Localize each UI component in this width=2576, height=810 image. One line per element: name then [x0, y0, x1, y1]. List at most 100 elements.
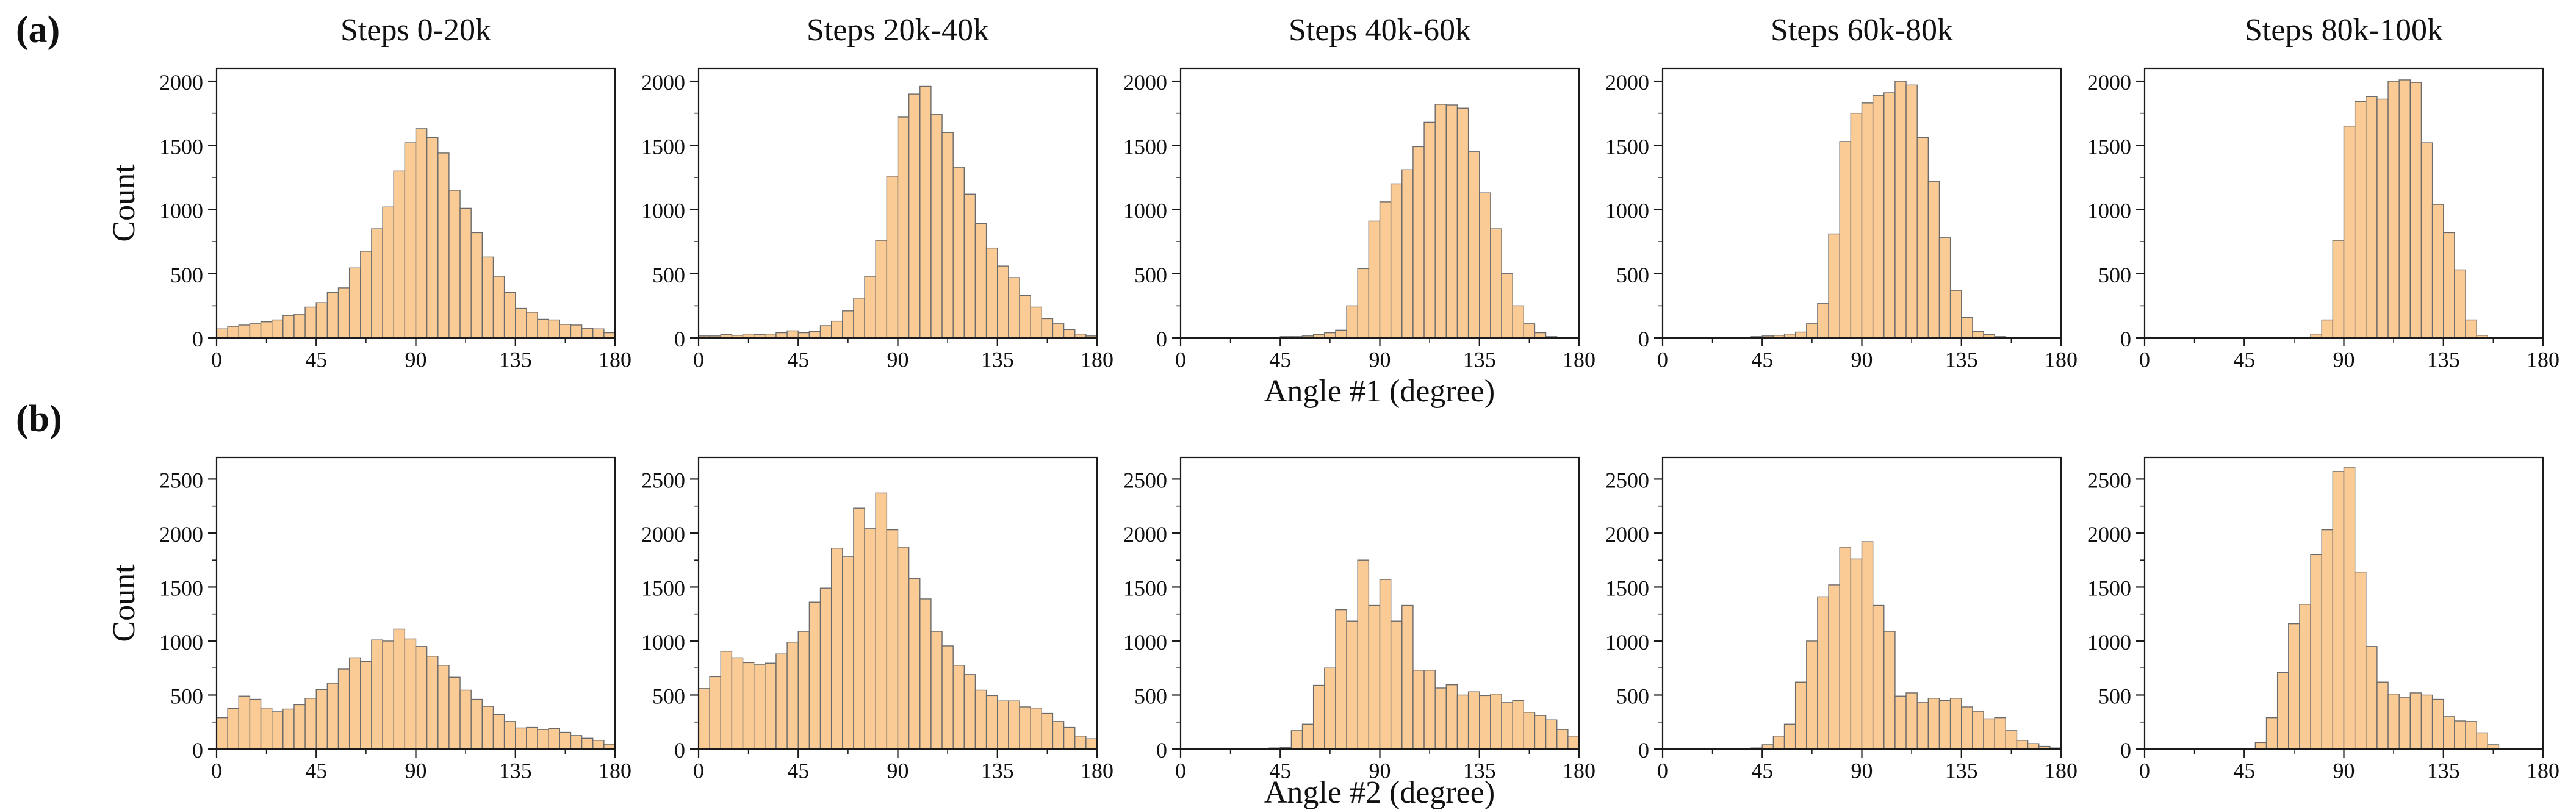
- histogram-bar: [526, 726, 538, 750]
- histogram-bar: [2343, 126, 2356, 339]
- x-tick-label: 135: [1945, 348, 1978, 372]
- histogram-bar: [492, 276, 505, 339]
- histogram-panel-a-5: 0 45 90 135 180 0 500 1000 1500 2000 Steps 80k-100…: [2087, 13, 2560, 372]
- histogram-bar: [470, 698, 483, 750]
- x-tick-label: 135: [981, 759, 1014, 783]
- histogram-bar: [1467, 151, 1480, 339]
- histogram-bar: [919, 85, 932, 339]
- histogram-bar: [470, 232, 483, 339]
- histogram-bar: [1063, 329, 1076, 339]
- histogram-bar: [897, 116, 910, 339]
- histogram-bar: [1861, 102, 1874, 339]
- y-tick-label: 0: [1156, 327, 1167, 351]
- histogram-bar: [503, 292, 516, 339]
- histogram-bar: [1445, 684, 1458, 750]
- histogram-bar: [360, 251, 372, 339]
- y-tick-label: 1000: [1123, 630, 1167, 654]
- histogram-bar: [1894, 81, 1907, 339]
- histogram-bar: [271, 319, 284, 339]
- histogram-bar: [1434, 687, 1447, 750]
- histogram-bar: [1523, 712, 1536, 750]
- histogram-bar: [742, 662, 755, 750]
- histogram-bar: [908, 93, 921, 339]
- x-tick-label: 90: [887, 759, 909, 783]
- histogram-bar: [908, 578, 921, 750]
- y-tick-label: 2500: [1605, 468, 1649, 492]
- panel-title: Steps 60k-80k: [1771, 13, 1953, 48]
- y-tick-label: 1500: [1123, 134, 1167, 159]
- x-tick-label: 180: [2527, 759, 2560, 783]
- histogram-bar: [1324, 667, 1336, 750]
- histogram-bar: [753, 664, 766, 750]
- histogram-bar: [1905, 84, 1918, 339]
- y-tick-label: 500: [170, 263, 203, 287]
- y-tick-label: 0: [192, 738, 203, 762]
- x-axis-label-angle-1: Angle #1 (degree): [1264, 374, 1495, 409]
- histogram-bar: [1085, 738, 1098, 750]
- x-tick-label: 180: [599, 348, 631, 372]
- x-tick-label: 45: [1269, 348, 1291, 372]
- y-tick-label: 1500: [159, 134, 203, 159]
- histogram-bar: [393, 170, 406, 339]
- histogram-bar: [337, 668, 350, 750]
- y-tick-label: 1000: [641, 199, 685, 223]
- histogram-bar: [875, 492, 888, 750]
- x-tick-label: 90: [1369, 348, 1391, 372]
- y-tick-label: 500: [652, 684, 685, 708]
- x-tick-label: 180: [2045, 759, 2078, 783]
- histogram-bar: [371, 639, 383, 750]
- histogram-bar: [426, 656, 439, 750]
- histogram-bar: [2420, 694, 2433, 750]
- y-tick-label: 2000: [1605, 522, 1649, 547]
- x-tick-label: 90: [2333, 759, 2355, 783]
- histogram-bar: [603, 744, 616, 750]
- histogram-bar: [952, 167, 965, 339]
- y-tick-label: 0: [1638, 327, 1649, 351]
- histogram-bar: [2398, 697, 2411, 750]
- histogram-bar: [1501, 273, 1513, 339]
- x-tick-label: 0: [1175, 348, 1186, 372]
- histogram-bar: [2376, 98, 2389, 339]
- histogram-bar: [1052, 323, 1065, 339]
- histogram-bar: [581, 328, 594, 339]
- histogram-bar: [526, 312, 538, 339]
- x-tick-label: 135: [499, 759, 532, 783]
- histogram-bar: [337, 287, 350, 339]
- y-tick-label: 1000: [2087, 199, 2131, 223]
- histogram-bar: [2288, 623, 2300, 750]
- histogram-bar: [963, 674, 976, 750]
- x-axis-label-angle-2: Angle #2 (degree): [1264, 775, 1495, 810]
- x-tick-label: 90: [1851, 348, 1873, 372]
- histogram-bar: [941, 645, 954, 750]
- histogram-bar: [775, 653, 788, 750]
- y-tick-label: 2000: [1123, 522, 1167, 547]
- histogram-bar: [415, 646, 428, 750]
- x-tick-label: 90: [1851, 759, 1873, 783]
- histogram-panel-a-4: 0 45 90 135 180 0 500 1000 1500 2000 Steps 60k-80k: [1605, 13, 2078, 372]
- y-tick-label: 1000: [1605, 630, 1649, 654]
- x-tick-label: 135: [1463, 759, 1496, 783]
- histogram-bar: [371, 228, 383, 339]
- histogram-bar: [1828, 233, 1840, 339]
- y-tick-label: 1000: [1605, 199, 1649, 223]
- x-tick-label: 45: [787, 759, 809, 783]
- x-tick-label: 135: [981, 348, 1014, 372]
- y-tick-label: 1500: [1605, 576, 1649, 600]
- histogram-bar: [775, 332, 788, 339]
- histogram-bar: [963, 193, 976, 339]
- histogram-bar: [293, 314, 306, 339]
- histogram-bar: [997, 700, 1009, 750]
- y-tick-label: 2000: [641, 522, 685, 547]
- histogram-bar: [2276, 672, 2289, 750]
- histogram-bar: [1883, 631, 1896, 750]
- y-tick-label: 2000: [1123, 70, 1167, 95]
- histogram-bar: [1467, 691, 1480, 750]
- histogram-panel-b-2: 0 45 90 135 180 0 500 1000 1500 2000 2500: [641, 456, 1114, 783]
- histogram-bar: [448, 190, 461, 339]
- y-tick-label: 1500: [2087, 576, 2131, 600]
- histogram-bar: [1916, 702, 1929, 750]
- histogram-panel-a-1: 0 45 90 135 180 0 500 1000 1500 2000 Steps 0-20k: [159, 13, 631, 372]
- y-tick-label: 500: [2098, 684, 2131, 708]
- histogram-bar: [1445, 104, 1458, 339]
